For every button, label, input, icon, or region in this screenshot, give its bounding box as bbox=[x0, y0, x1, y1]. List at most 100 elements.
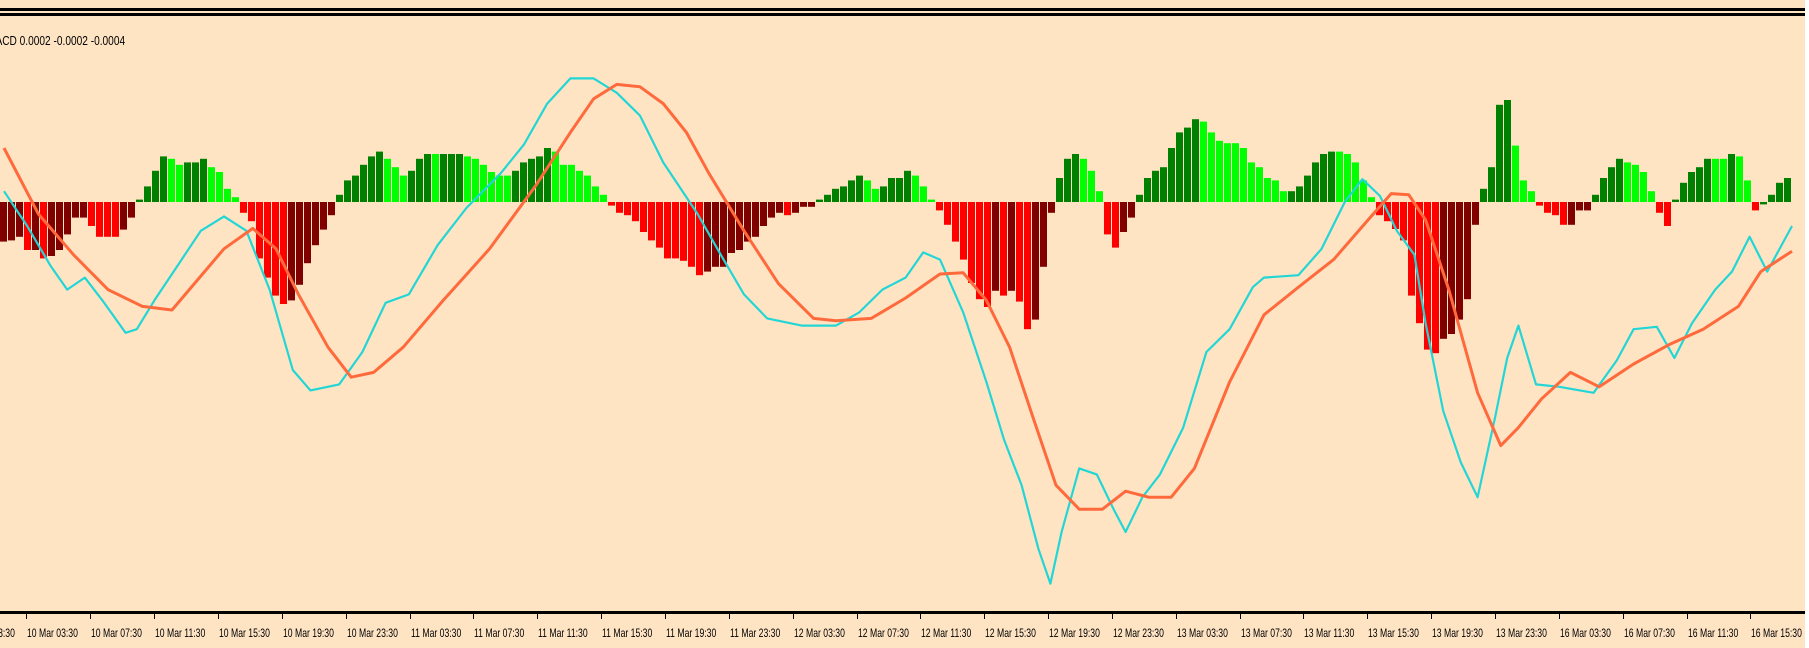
x-tick bbox=[793, 613, 794, 619]
histogram-bar bbox=[1008, 202, 1015, 291]
histogram-bar bbox=[376, 151, 383, 202]
histogram-bar bbox=[1464, 202, 1471, 300]
histogram-bar bbox=[968, 202, 975, 283]
histogram-bar bbox=[1664, 202, 1671, 226]
histogram-bar bbox=[1424, 202, 1431, 350]
histogram-bar bbox=[1392, 202, 1399, 229]
histogram-bar bbox=[472, 158, 479, 202]
histogram-bar bbox=[1576, 202, 1583, 211]
x-tick bbox=[1431, 613, 1432, 619]
histogram-bar bbox=[1320, 154, 1327, 202]
x-tick-label: 09 Mar 23:30 bbox=[0, 626, 15, 640]
histogram-bar bbox=[184, 162, 191, 202]
histogram-bar bbox=[512, 170, 519, 202]
histogram-bar bbox=[1696, 167, 1703, 202]
histogram-bar bbox=[912, 175, 919, 202]
histogram-bar bbox=[384, 158, 391, 202]
histogram-bar bbox=[1704, 158, 1711, 202]
x-tick bbox=[473, 613, 474, 619]
x-tick-label: 10 Mar 23:30 bbox=[347, 626, 398, 640]
histogram-bar bbox=[1168, 148, 1175, 202]
histogram-bar bbox=[1368, 197, 1375, 202]
histogram-bar bbox=[848, 180, 855, 202]
histogram-bar bbox=[1056, 178, 1063, 202]
x-tick-label: 10 Mar 03:30 bbox=[27, 626, 78, 640]
histogram-bar bbox=[888, 178, 895, 202]
x-tick-label: 13 Mar 07:30 bbox=[1241, 626, 1292, 640]
histogram-bar bbox=[1088, 170, 1095, 202]
x-tick bbox=[984, 613, 985, 619]
histogram-bar bbox=[136, 199, 143, 202]
histogram-bar bbox=[728, 202, 735, 253]
x-tick-label: 12 Mar 03:30 bbox=[794, 626, 845, 640]
histogram-bar bbox=[720, 202, 727, 267]
x-tick-label: 12 Mar 15:30 bbox=[985, 626, 1036, 640]
histogram-bar bbox=[1080, 158, 1087, 202]
histogram-bar bbox=[1632, 164, 1639, 202]
x-tick bbox=[920, 613, 921, 619]
x-tick-label: 16 Mar 07:30 bbox=[1624, 626, 1675, 640]
histogram-bar bbox=[280, 202, 287, 304]
x-tick bbox=[729, 613, 730, 619]
x-tick-label: 12 Mar 23:30 bbox=[1113, 626, 1164, 640]
histogram-bar bbox=[1456, 202, 1463, 320]
histogram-bar bbox=[560, 164, 567, 202]
histogram-bar bbox=[1720, 158, 1727, 202]
histogram-bar bbox=[664, 202, 671, 259]
x-tick bbox=[857, 613, 858, 619]
x-tick bbox=[154, 613, 155, 619]
histogram-bar bbox=[864, 180, 871, 202]
histogram-bar bbox=[1600, 178, 1607, 202]
macd-chart[interactable] bbox=[0, 0, 1805, 611]
histogram-bar bbox=[0, 202, 7, 242]
histogram-bar bbox=[56, 202, 63, 250]
histogram-bar bbox=[1552, 202, 1559, 216]
histogram-bar bbox=[1400, 202, 1407, 241]
histogram-bar bbox=[1264, 178, 1271, 202]
histogram-bar bbox=[920, 186, 927, 202]
histogram-bar bbox=[1304, 175, 1311, 202]
x-tick-label: 11 Mar 23:30 bbox=[730, 626, 781, 640]
x-tick bbox=[1240, 613, 1241, 619]
histogram-bar bbox=[1208, 132, 1215, 202]
histogram-bar bbox=[216, 172, 223, 202]
histogram-bar bbox=[1744, 180, 1751, 202]
histogram-bar bbox=[704, 202, 711, 272]
histogram-bar bbox=[168, 158, 175, 202]
histogram-bar bbox=[608, 202, 615, 206]
x-tick bbox=[1559, 613, 1560, 619]
histogram-bar bbox=[672, 202, 679, 259]
x-tick-label: 10 Mar 11:30 bbox=[155, 626, 206, 640]
histogram-bar bbox=[480, 164, 487, 202]
histogram-bar bbox=[1256, 167, 1263, 202]
histogram-bar bbox=[520, 162, 527, 202]
x-tick bbox=[537, 613, 538, 619]
histogram-bar bbox=[688, 202, 695, 267]
histogram-bar bbox=[1232, 143, 1239, 202]
x-tick bbox=[1623, 613, 1624, 619]
histogram-bar bbox=[1248, 162, 1255, 202]
histogram-bar bbox=[1680, 182, 1687, 202]
histogram-bar bbox=[1128, 202, 1135, 218]
histogram-bar bbox=[1216, 140, 1223, 202]
histogram-bar bbox=[160, 156, 167, 202]
histogram-bar bbox=[1432, 202, 1439, 354]
x-tick bbox=[1048, 613, 1049, 619]
histogram-bar bbox=[1528, 191, 1535, 202]
x-tick bbox=[90, 613, 91, 619]
histogram-bar bbox=[1584, 202, 1591, 211]
x-tick-label: 12 Mar 19:30 bbox=[1049, 626, 1100, 640]
histogram-bar bbox=[840, 186, 847, 202]
histogram-bar bbox=[104, 202, 111, 237]
x-tick-label: 13 Mar 03:30 bbox=[1177, 626, 1228, 640]
histogram-bar bbox=[496, 175, 503, 202]
histogram-bar bbox=[296, 202, 303, 285]
histogram-bar bbox=[16, 202, 23, 237]
histogram-bar bbox=[784, 202, 791, 216]
histogram-bar bbox=[1360, 180, 1367, 202]
histogram-bar bbox=[200, 158, 207, 202]
panel-separator-line bbox=[0, 8, 1805, 11]
histogram-bar bbox=[1560, 202, 1567, 225]
histogram-bar bbox=[304, 202, 311, 264]
histogram-bar bbox=[416, 158, 423, 202]
